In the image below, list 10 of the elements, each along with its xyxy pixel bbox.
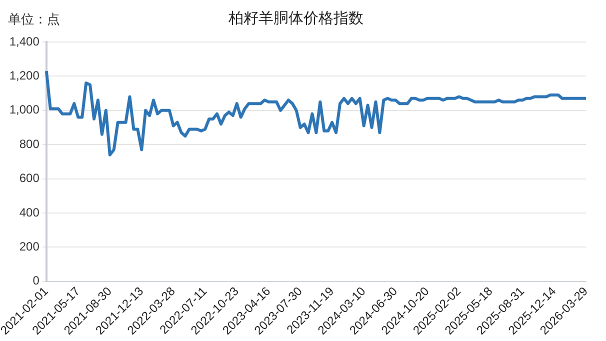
y-tick-label: 1,400 — [9, 34, 40, 48]
y-axis-title: 单位：点 — [8, 12, 60, 27]
y-tick-label: 800 — [19, 136, 40, 151]
y-tick-label: 1,200 — [9, 68, 40, 83]
y-tick-label: 0 — [32, 274, 40, 288]
y-tick-label: 400 — [19, 205, 40, 220]
y-tick-label: 600 — [19, 171, 40, 186]
chart-title: 柏籽羊胴体价格指数 — [228, 10, 364, 28]
y-tick-label: 1,000 — [9, 102, 40, 117]
y-tick-label: 200 — [19, 240, 40, 254]
